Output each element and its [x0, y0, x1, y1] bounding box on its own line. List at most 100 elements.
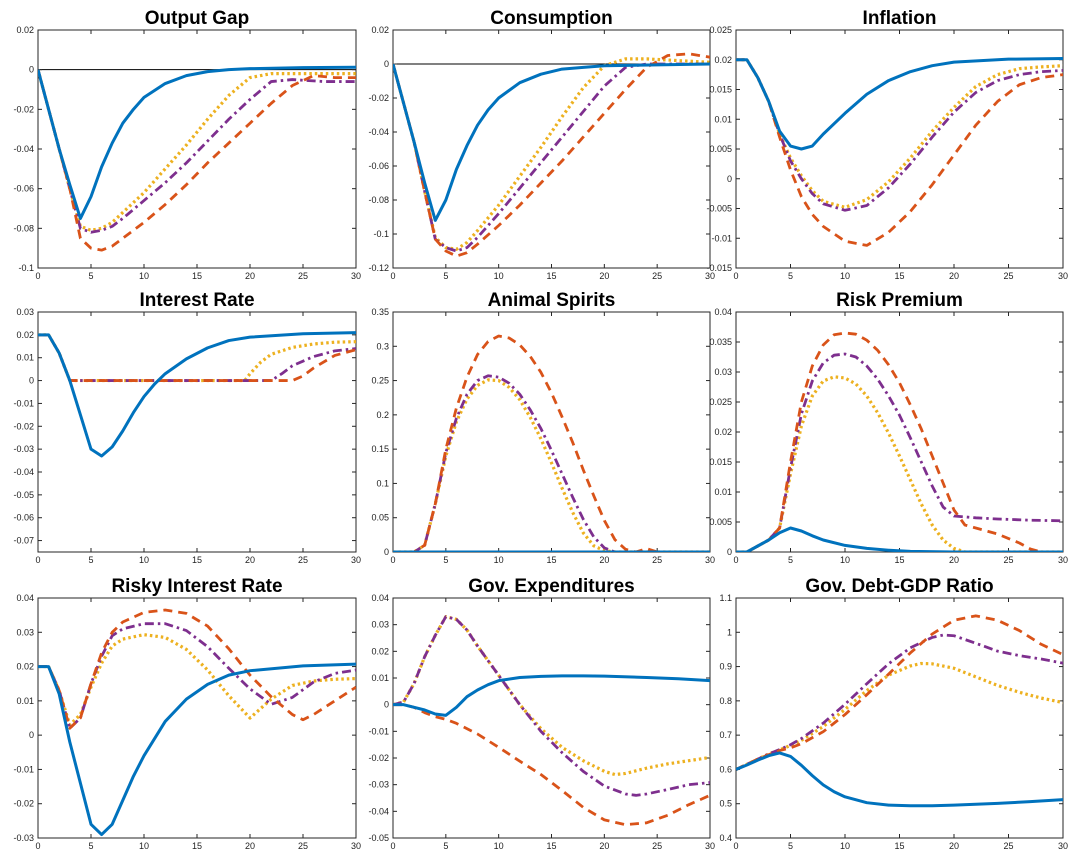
plot-area [735, 311, 1064, 553]
y-tick-label: 0.01 [714, 114, 732, 124]
x-tick-label: 30 [351, 555, 361, 565]
x-tick-label: 5 [788, 841, 793, 851]
series-dashed-orange [393, 703, 710, 827]
y-tick-label: -0.12 [368, 263, 389, 273]
panel-title: Interest Rate [139, 290, 254, 311]
y-tick-label: 0.02 [16, 25, 34, 35]
plot-area [37, 29, 357, 269]
x-tick-label: 15 [546, 841, 556, 851]
x-tick-label: 25 [652, 841, 662, 851]
x-tick-label: 15 [894, 271, 904, 281]
y-tick-label: 0.7 [719, 730, 732, 740]
y-tick-label: 0.05 [371, 513, 389, 523]
y-tick-label: -0.03 [368, 780, 389, 790]
x-tick-label: 15 [546, 271, 556, 281]
x-tick-label: 20 [245, 271, 255, 281]
x-tick-label: 5 [88, 555, 93, 565]
x-tick-label: 10 [139, 555, 149, 565]
series-dotted-yellow [38, 633, 356, 727]
series-solid-blue [736, 751, 1063, 808]
y-tick-label: 0.005 [709, 517, 732, 527]
y-tick-label: 0.03 [16, 307, 34, 317]
x-tick-label: 5 [88, 271, 93, 281]
series-dashdot-purple [393, 62, 710, 253]
y-tick-label: 0.03 [371, 620, 389, 630]
series-solid-blue [393, 674, 710, 717]
panel-title: Risky Interest Rate [111, 576, 282, 597]
x-tick-label: 15 [192, 555, 202, 565]
series-dashdot-purple [393, 374, 710, 552]
y-tick-label: -0.02 [368, 753, 389, 763]
y-tick-label: 0.025 [709, 25, 732, 35]
x-tick-label: 5 [788, 271, 793, 281]
y-tick-label: -0.04 [368, 806, 389, 816]
series-dotted-yellow [393, 615, 710, 777]
x-tick-label: 0 [35, 841, 40, 851]
y-tick-label: 0.01 [714, 487, 732, 497]
y-tick-label: -0.01 [368, 726, 389, 736]
y-tick-label: -0.02 [13, 104, 34, 114]
y-tick-label: -0.06 [13, 184, 34, 194]
panel-consumption: Consumption 0 5 10 15 20 25 30 -0.12 -0.1 -0.08 -0.… [368, 8, 715, 281]
y-tick-label: 0 [727, 174, 732, 184]
y-tick-label: -0.05 [13, 490, 34, 500]
panel-risk-premium: Risk Premium 0 5 10 15 20 25 30 0 0.005 0.01 0.015 0… [709, 290, 1068, 565]
x-tick-label: 0 [390, 271, 395, 281]
panel-title: Inflation [863, 8, 937, 29]
y-tick-label: 0.02 [714, 427, 732, 437]
y-tick-label: 0.015 [709, 457, 732, 467]
y-tick-label: -0.02 [368, 93, 389, 103]
x-tick-label: 30 [351, 841, 361, 851]
y-tick-label: 0.035 [709, 337, 732, 347]
y-tick-label: -0.08 [13, 223, 34, 233]
series-solid-blue [38, 65, 356, 220]
x-tick-label: 25 [652, 271, 662, 281]
x-tick-label: 10 [840, 271, 850, 281]
y-tick-label: 0 [29, 730, 34, 740]
x-tick-label: 0 [733, 555, 738, 565]
y-tick-label: 0.3 [376, 341, 389, 351]
series-dotted-yellow [736, 375, 1063, 552]
series-solid-blue [38, 331, 356, 458]
x-tick-label: 15 [192, 271, 202, 281]
y-tick-label: -0.03 [13, 444, 34, 454]
y-tick-label: 0.02 [16, 662, 34, 672]
panel-risky-interest-rate: Risky Interest Rate 0 5 10 15 20 25 30 -0.03 -0.0… [13, 576, 361, 851]
x-tick-label: 25 [1003, 555, 1013, 565]
y-tick-label: 0.02 [714, 55, 732, 65]
x-tick-label: 10 [494, 271, 504, 281]
panel-gov-debt-gdp-ratio: Gov. Debt-GDP Ratio 0 5 10 15 20 25 30 0.4 0.5 0.6… [719, 576, 1068, 851]
y-tick-label: 0.04 [16, 593, 34, 603]
y-tick-label: 0 [29, 65, 34, 75]
y-tick-label: -0.01 [711, 233, 732, 243]
y-tick-label: 0.04 [371, 593, 389, 603]
y-tick-label: -0.02 [13, 799, 34, 809]
x-tick-label: 0 [733, 271, 738, 281]
x-tick-label: 25 [298, 271, 308, 281]
panel-title: Consumption [490, 8, 612, 29]
panel-title: Output Gap [145, 8, 249, 29]
y-tick-label: 0 [384, 547, 389, 557]
y-tick-label: 0.04 [714, 307, 732, 317]
plot-area [735, 29, 1064, 269]
x-tick-label: 20 [949, 841, 959, 851]
y-tick-label: -0.01 [13, 764, 34, 774]
panel-output-gap: Output Gap 0 5 10 15 20 25 30 -0.1 -0.08 -0.06 -0.0… [13, 8, 361, 281]
panel-gov-expenditures: Gov. Expenditures 0 5 10 15 20 25 30 -0.05 -0.04 -… [368, 576, 715, 851]
series-dotted-yellow [736, 58, 1063, 209]
y-tick-label: -0.04 [13, 144, 34, 154]
y-tick-label: 0.01 [371, 673, 389, 683]
series-solid-blue [736, 57, 1063, 151]
y-tick-label: -0.08 [368, 195, 389, 205]
panel-title: Animal Spirits [488, 290, 616, 311]
x-tick-label: 0 [390, 841, 395, 851]
series-dashed-orange [393, 334, 710, 552]
x-tick-label: 25 [298, 841, 308, 851]
series-dashed-orange [38, 608, 356, 730]
x-tick-label: 20 [599, 555, 609, 565]
series-solid-blue [38, 662, 356, 837]
series-dotted-yellow [393, 57, 710, 251]
y-tick-label: 0.6 [719, 764, 732, 774]
